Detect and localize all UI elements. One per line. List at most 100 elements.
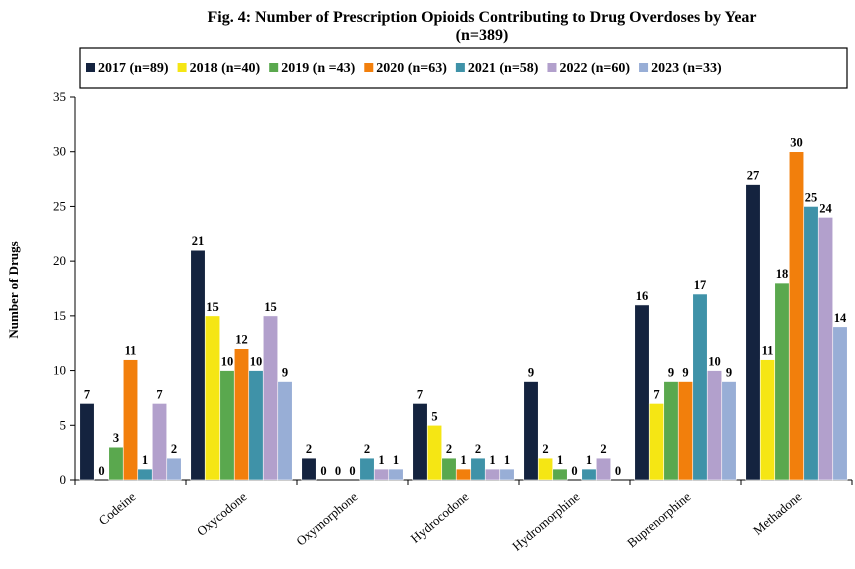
bar bbox=[301, 457, 317, 481]
data-label: 2 bbox=[600, 442, 606, 456]
chart-title-line1: Fig. 4: Number of Prescription Opioids C… bbox=[207, 9, 756, 26]
data-label: 17 bbox=[694, 278, 707, 292]
data-label: 7 bbox=[156, 387, 162, 401]
category-label: Oxycodone bbox=[194, 489, 250, 539]
bar bbox=[359, 457, 375, 481]
data-label: 15 bbox=[264, 300, 277, 314]
legend-swatch bbox=[639, 63, 649, 72]
bar bbox=[523, 381, 539, 481]
bar bbox=[388, 468, 404, 481]
bar bbox=[248, 370, 264, 481]
data-label: 1 bbox=[142, 453, 148, 467]
y-tick-label: 20 bbox=[53, 253, 66, 268]
data-label: 1 bbox=[557, 453, 563, 467]
data-label: 2 bbox=[171, 442, 177, 456]
bar bbox=[412, 403, 428, 481]
data-label: 3 bbox=[113, 431, 119, 445]
legend-swatch bbox=[547, 63, 557, 72]
data-label: 24 bbox=[819, 201, 832, 215]
bar bbox=[277, 381, 293, 481]
data-label: 7 bbox=[84, 387, 90, 401]
data-label: 0 bbox=[349, 464, 355, 478]
bar bbox=[803, 206, 819, 481]
bar bbox=[470, 457, 486, 481]
bar bbox=[219, 370, 235, 481]
legend-label: 2020 (n=63) bbox=[376, 61, 447, 76]
legend-swatch bbox=[86, 63, 95, 72]
category-label: Oxymorphone bbox=[293, 489, 360, 549]
bar bbox=[745, 184, 761, 481]
legend-label: 2019 (n =43) bbox=[281, 61, 355, 76]
y-tick-label: 35 bbox=[53, 89, 66, 104]
legend-label: 2018 (n=40) bbox=[190, 61, 261, 76]
data-label: 12 bbox=[235, 333, 248, 347]
y-tick-label: 25 bbox=[53, 198, 66, 213]
bar bbox=[79, 403, 95, 481]
data-label: 9 bbox=[668, 366, 674, 380]
data-label: 1 bbox=[489, 453, 495, 467]
bar bbox=[108, 446, 124, 481]
bar bbox=[426, 424, 443, 481]
legend: 2017 (n=89) 2018 (n=40) 2019 (n =43) 2020 (… bbox=[86, 61, 722, 76]
data-label: 2 bbox=[446, 442, 452, 456]
data-label: 7 bbox=[653, 387, 659, 401]
legend-swatch bbox=[177, 63, 187, 72]
data-label: 2 bbox=[542, 442, 548, 456]
bar bbox=[663, 381, 679, 481]
data-label: 1 bbox=[460, 453, 466, 467]
data-label: 10 bbox=[221, 355, 234, 369]
bar bbox=[581, 468, 597, 481]
bar bbox=[262, 315, 279, 481]
data-label: 25 bbox=[805, 190, 818, 204]
category-label: Hydrocodone bbox=[408, 489, 472, 546]
data-label: 1 bbox=[586, 453, 592, 467]
data-label: 7 bbox=[417, 387, 423, 401]
data-label: 1 bbox=[393, 453, 399, 467]
data-label: 2 bbox=[475, 442, 481, 456]
bar bbox=[151, 403, 168, 481]
bar bbox=[677, 381, 694, 481]
category-label: Codeine bbox=[96, 489, 139, 528]
data-label: 0 bbox=[615, 464, 621, 478]
bar bbox=[721, 381, 737, 481]
legend-swatch bbox=[455, 63, 465, 72]
data-label: 11 bbox=[762, 344, 774, 358]
data-label: 15 bbox=[206, 300, 219, 314]
bar bbox=[759, 359, 776, 481]
bar bbox=[441, 457, 457, 481]
y-tick-label: 15 bbox=[53, 308, 66, 323]
y-axis-label: Number of Drugs bbox=[6, 241, 21, 338]
bar bbox=[204, 315, 221, 481]
y-tick-label: 5 bbox=[60, 417, 67, 432]
data-label: 21 bbox=[192, 234, 205, 248]
bar bbox=[552, 468, 568, 481]
legend-label: 2023 (n=33) bbox=[651, 61, 722, 76]
data-label: 9 bbox=[726, 366, 732, 380]
bar bbox=[537, 457, 554, 481]
y-tick-label: 0 bbox=[60, 472, 67, 487]
bar bbox=[706, 370, 723, 481]
data-label: 9 bbox=[528, 366, 534, 380]
category-label: Methadone bbox=[750, 489, 805, 538]
y-tick-label: 30 bbox=[53, 144, 66, 159]
y-tick-label: 10 bbox=[53, 363, 66, 378]
data-label: 10 bbox=[708, 355, 721, 369]
data-label: 30 bbox=[790, 136, 803, 150]
bars bbox=[79, 151, 848, 481]
legend-label: 2022 (n=60) bbox=[559, 61, 630, 76]
bar bbox=[648, 403, 665, 481]
legend-swatch bbox=[269, 63, 279, 72]
bar bbox=[817, 217, 834, 481]
data-label: 10 bbox=[250, 355, 263, 369]
data-label: 11 bbox=[125, 344, 137, 358]
legend-swatch bbox=[364, 63, 374, 72]
bar bbox=[373, 468, 390, 481]
bar bbox=[455, 468, 472, 481]
bar bbox=[788, 151, 805, 481]
data-label: 9 bbox=[282, 366, 288, 380]
data-label: 16 bbox=[636, 289, 649, 303]
bar bbox=[190, 249, 206, 481]
data-label: 14 bbox=[834, 311, 847, 325]
